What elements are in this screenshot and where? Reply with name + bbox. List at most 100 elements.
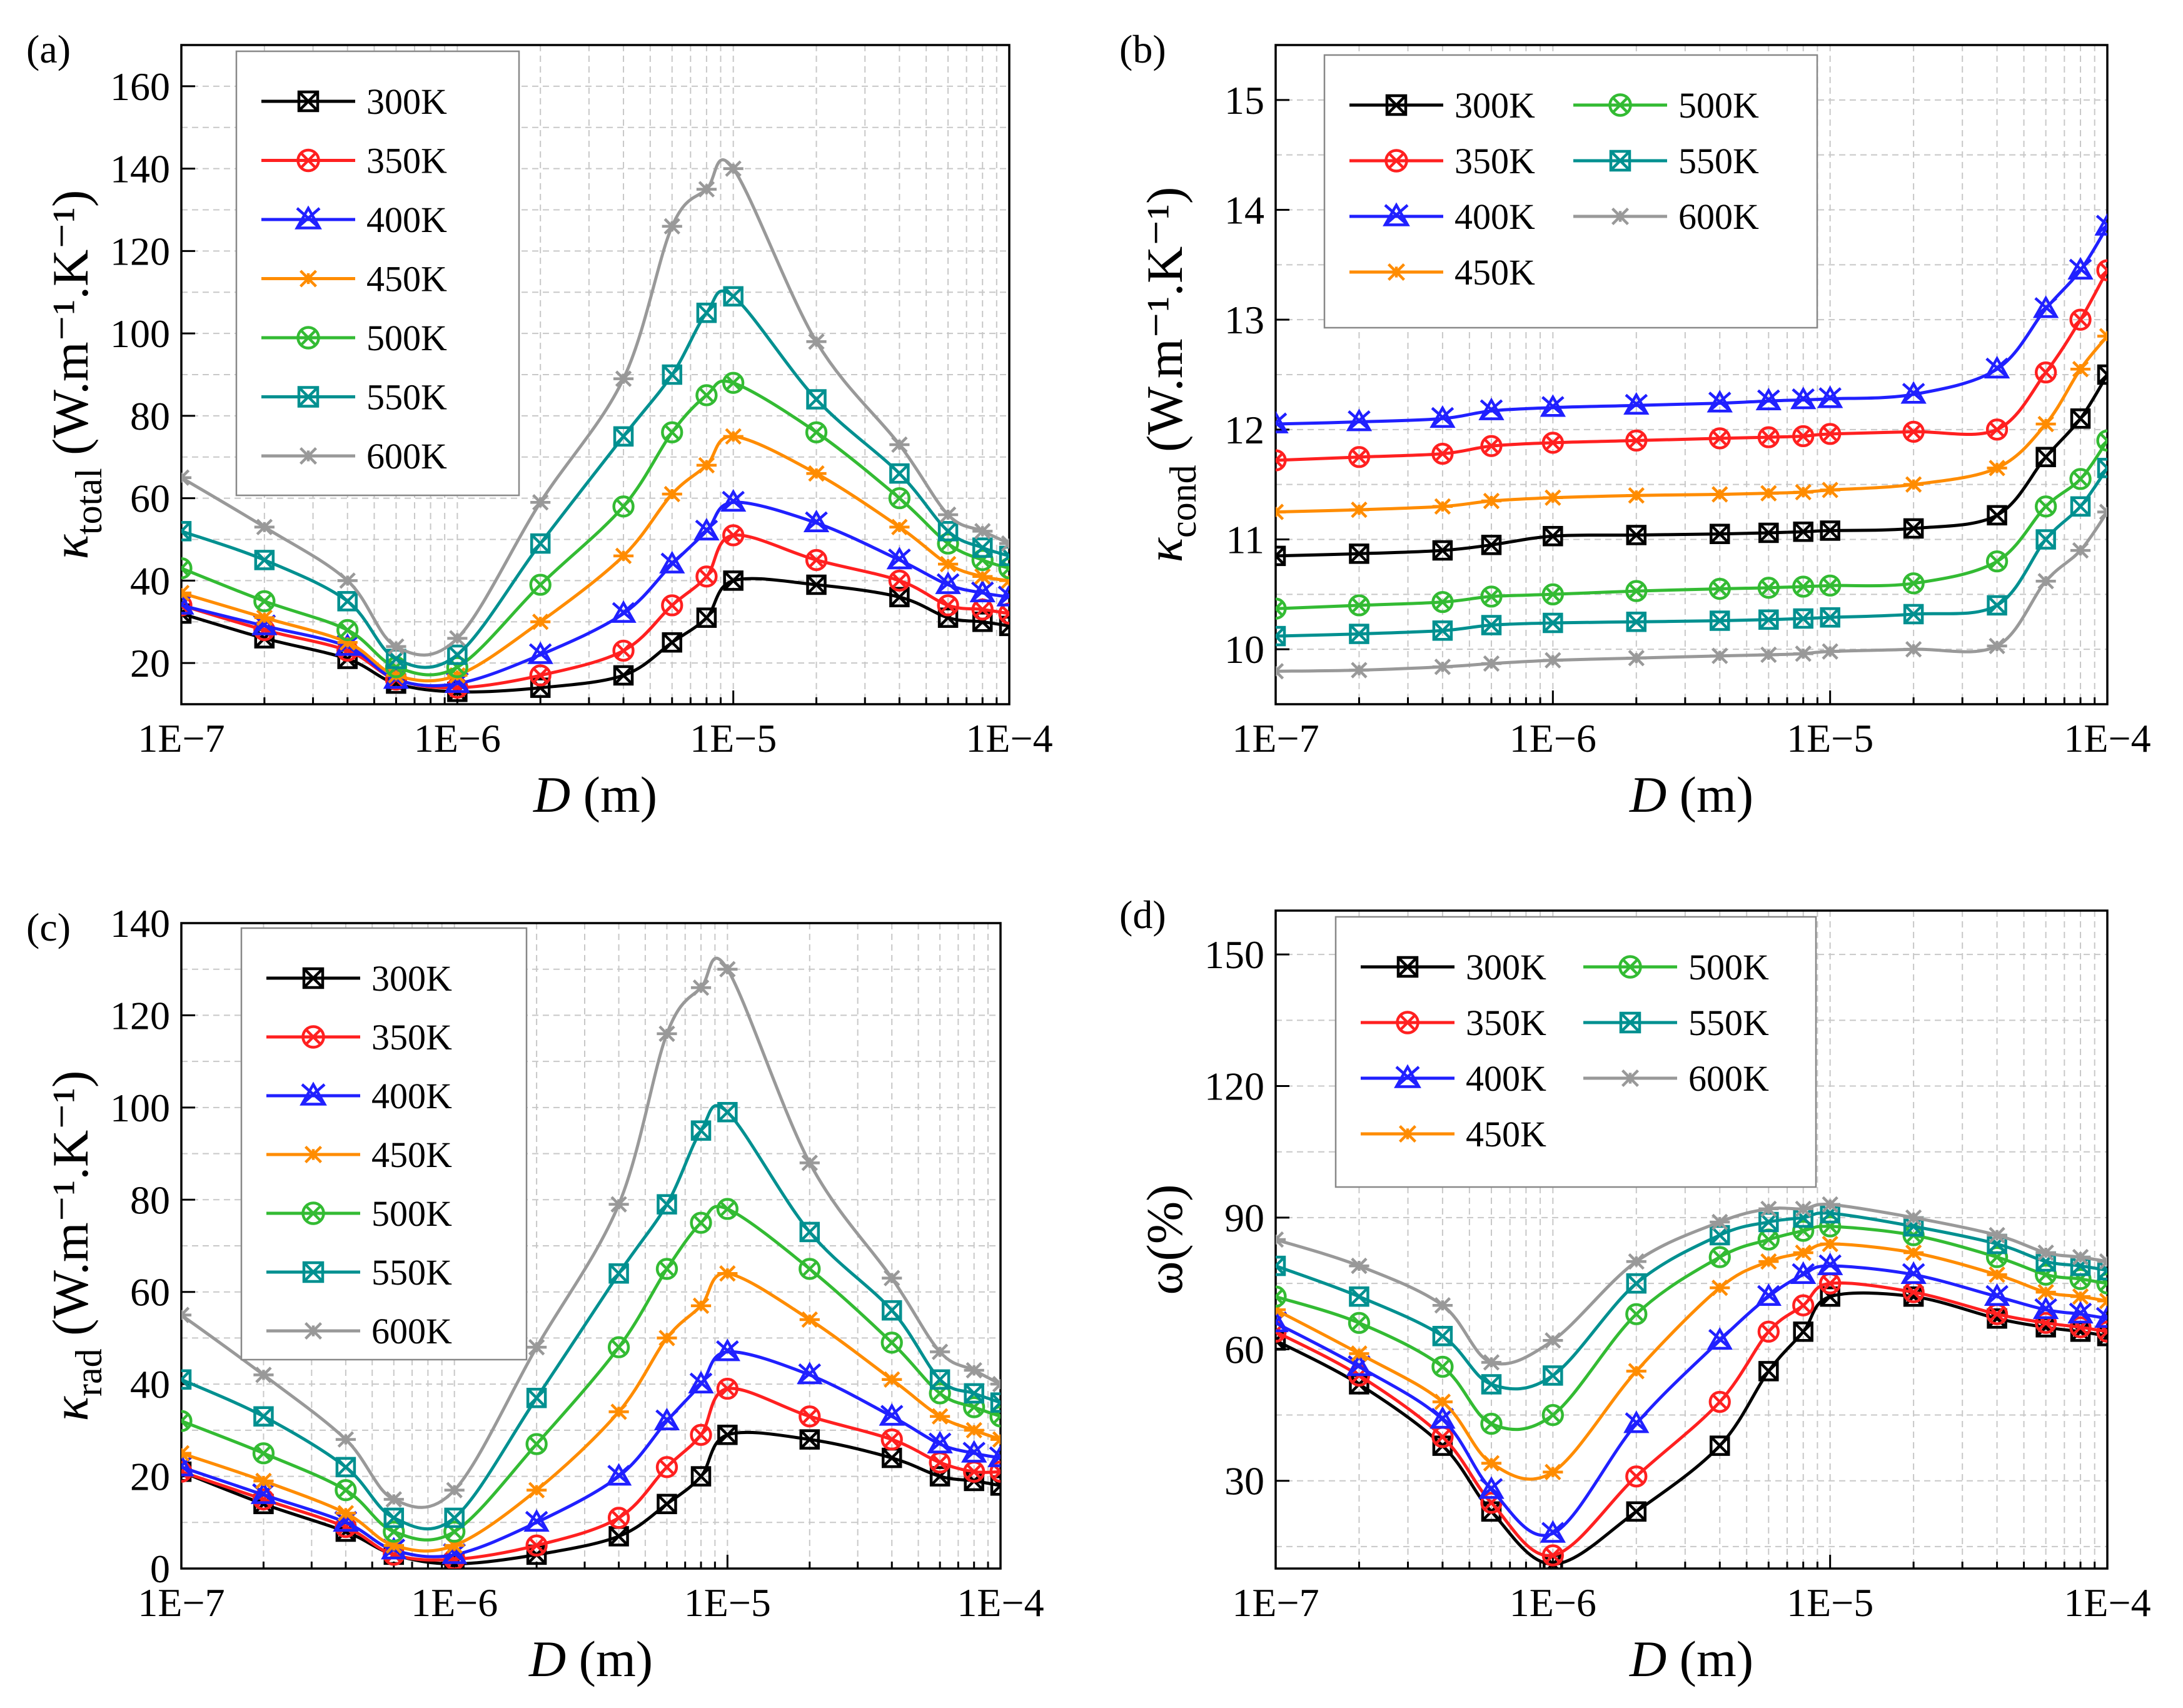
axis-ticks [180, 85, 1011, 704]
data-point-550K [964, 1383, 984, 1404]
y-tick-label: 90 [1224, 1196, 1264, 1240]
data-point-550K [1709, 610, 1730, 631]
data-point-450K [444, 1537, 465, 1554]
legend-item-500K: 500K [1583, 947, 1769, 988]
data-point-400K [1790, 1261, 1817, 1284]
data-point-550K [799, 1221, 820, 1243]
data-point-500K [335, 1479, 357, 1502]
data-point-600K [1626, 1253, 1646, 1270]
data-point-550K [972, 537, 993, 558]
legend-label: 300K [1466, 947, 1546, 988]
data-point-550K [1903, 604, 1924, 625]
y-tick-label: 15 [1224, 78, 1264, 123]
data-point-350K [1276, 449, 1287, 472]
legend-item-500K: 500K [261, 318, 447, 358]
data-point-400K [1755, 387, 1782, 411]
data-point-300K [1793, 1321, 1813, 1342]
y-tick-label: 60 [130, 1270, 170, 1315]
data-point-550K [1481, 615, 1502, 635]
data-point-400K [961, 1440, 987, 1463]
data-point-500K [1625, 1303, 1648, 1325]
data-point-400K [1790, 387, 1817, 410]
panel-label: (d) [1119, 892, 1166, 937]
x-tick-label: 1E−7 [138, 1580, 224, 1625]
x-tick-label: 1E−5 [684, 1580, 771, 1625]
data-point-600K [806, 333, 827, 350]
panel-label: (a) [26, 27, 71, 71]
legend-label: 450K [371, 1134, 452, 1175]
data-point-350K [1625, 429, 1648, 452]
data-point-400K [1540, 1520, 1566, 1543]
data-point-450K [972, 568, 993, 585]
y-tick-label: 12 [1224, 408, 1264, 452]
series-group [181, 956, 1001, 1569]
data-point-500K [690, 1211, 712, 1234]
y-axis-title: κcond (W.m⁻¹.K⁻¹) [1136, 187, 1204, 563]
legend-item-300K: 300K [1349, 85, 1535, 126]
y-tick-label: 140 [110, 147, 170, 191]
data-point-400K [605, 1463, 632, 1486]
data-point-350K [937, 594, 959, 617]
legend-label: 400K [371, 1076, 452, 1116]
data-point-300K [2070, 408, 2091, 429]
x-tick-label: 1E−7 [138, 716, 224, 761]
data-point-300K [723, 570, 744, 591]
data-point-450K [613, 547, 634, 565]
data-point-600K [657, 1025, 677, 1043]
data-point-600K [1903, 640, 1924, 658]
data-point-450K [1903, 476, 1924, 493]
data-point-450K [882, 1371, 902, 1388]
axis-ticks [180, 922, 1002, 1570]
series-line-400K [1276, 1264, 2107, 1537]
data-point-400K [935, 571, 961, 594]
data-point-400K [2067, 1300, 2094, 1324]
legend-item-400K: 400K [261, 200, 447, 240]
data-point-400K [1429, 1406, 1456, 1429]
data-point-600K [1710, 647, 1730, 664]
data-point-450K [1793, 1244, 1813, 1261]
data-point-600K [1758, 1200, 1779, 1218]
y-tick-label: 30 [1224, 1459, 1264, 1503]
data-point-550K [662, 364, 683, 385]
x-tick-label: 1E−4 [957, 1580, 1044, 1625]
legend-label: 550K [366, 377, 447, 418]
data-point-450K [937, 555, 959, 573]
series-line-350K [181, 533, 1009, 690]
data-point-600K [1626, 650, 1646, 667]
data-point-300K [1987, 505, 2007, 526]
data-point-450K [383, 1537, 404, 1554]
x-tick-label: 1E−5 [1787, 716, 1873, 761]
data-point-500K [1348, 594, 1371, 617]
plot-frame [180, 922, 1002, 1570]
data-point-350K [661, 594, 683, 617]
legend-item-600K: 600K [261, 436, 447, 477]
data-point-600K [799, 1155, 820, 1171]
data-point-450K [2035, 1283, 2056, 1301]
data-point-600K [1820, 643, 1840, 660]
data-point-400K [1817, 1252, 1843, 1275]
data-point-400K [797, 1362, 823, 1385]
data-point-450K [657, 1330, 677, 1347]
data-point-350K [690, 1423, 712, 1446]
legend-item-600K: 600K [266, 1311, 452, 1352]
data-point-400K [693, 517, 720, 541]
data-point-500K [695, 384, 718, 407]
data-point-550K [881, 1300, 902, 1321]
legend-label: 450K [1466, 1114, 1546, 1155]
data-point-550K [1758, 609, 1779, 630]
data-point-300K [799, 1429, 820, 1450]
data-point-300K [889, 587, 910, 607]
data-point-300K [1276, 545, 1286, 567]
data-point-600K [1820, 1196, 1840, 1213]
legend-label: 500K [1678, 85, 1759, 126]
data-point-550K [2097, 1260, 2107, 1281]
data-point-400K [653, 1407, 680, 1430]
data-point-350K [799, 1405, 821, 1428]
data-point-500K [1276, 1285, 1287, 1308]
data-point-400K [2032, 295, 2059, 318]
data-point-300K [1349, 543, 1369, 564]
y-tick-label: 160 [110, 64, 170, 109]
data-point-450K [889, 518, 910, 535]
data-point-300K [1543, 525, 1563, 547]
data-point-500K [181, 557, 193, 580]
